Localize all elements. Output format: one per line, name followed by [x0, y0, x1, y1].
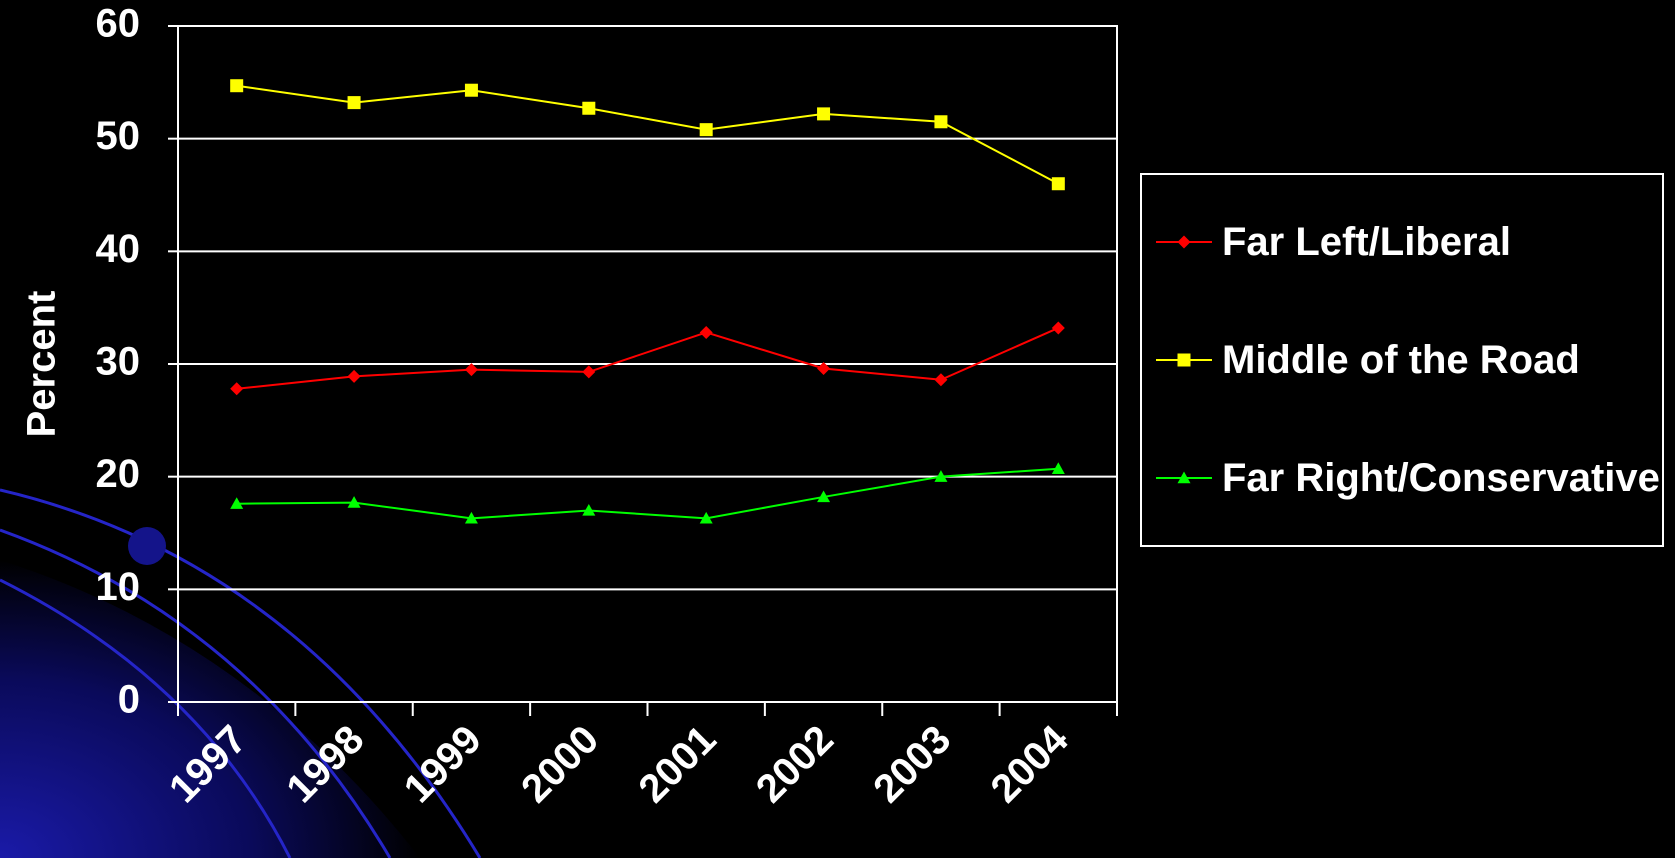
y-tick-label: 10 [96, 565, 141, 609]
marker [1177, 471, 1191, 484]
marker [347, 496, 361, 508]
series-line [236, 467, 1059, 520]
marker [934, 470, 948, 482]
x-tick-label: 2002 [748, 717, 842, 811]
marker [230, 497, 244, 509]
marker [464, 83, 478, 97]
y-tick-label: 50 [96, 114, 141, 158]
legend-swatch [1156, 353, 1212, 367]
marker [582, 365, 596, 379]
legend: Far Left/Liberal Middle of the Road Far Ri… [1140, 173, 1664, 547]
series-line [236, 327, 1059, 390]
x-tick-label: 2003 [865, 717, 959, 811]
y-tick-label: 60 [96, 2, 141, 46]
marker [1177, 353, 1191, 367]
y-tick-label: 30 [96, 340, 141, 384]
legend-entry: Far Right/Conservative [1142, 452, 1662, 504]
legend-label: Middle of the Road [1222, 338, 1580, 382]
x-tick-label: 2001 [631, 717, 725, 811]
y-tick-label: 0 [118, 678, 140, 722]
legend-entry: Far Left/Liberal [1142, 216, 1662, 268]
y-axis-label: Percent [20, 291, 64, 438]
marker [699, 325, 713, 339]
y-tick-label: 40 [96, 227, 141, 271]
marker [817, 362, 831, 376]
series-line [236, 84, 1059, 185]
legend-label: Far Right/Conservative [1222, 456, 1660, 500]
legend-swatch [1156, 235, 1212, 249]
marker [230, 382, 244, 396]
x-tick-label: 2004 [983, 717, 1078, 812]
marker [1051, 177, 1065, 191]
marker [699, 123, 713, 137]
marker [934, 373, 948, 387]
marker [699, 511, 713, 524]
marker [1177, 235, 1191, 249]
marker [934, 115, 948, 129]
x-tick-label: 2000 [513, 717, 607, 811]
legend-label: Far Left/Liberal [1222, 220, 1511, 264]
marker [582, 503, 596, 516]
marker [347, 96, 361, 110]
marker [230, 79, 244, 93]
marker [1051, 321, 1065, 335]
decoration [0, 488, 482, 858]
marker [347, 369, 361, 383]
legend-swatch [1156, 471, 1212, 484]
marker [582, 101, 596, 115]
marker [817, 490, 831, 503]
y-tick-label: 20 [96, 452, 141, 496]
marker [817, 107, 831, 121]
marker [464, 363, 478, 377]
marker [1051, 462, 1065, 474]
x-tick-label: 1999 [396, 717, 490, 811]
legend-entry: Middle of the Road [1142, 334, 1662, 386]
marker [464, 511, 478, 524]
